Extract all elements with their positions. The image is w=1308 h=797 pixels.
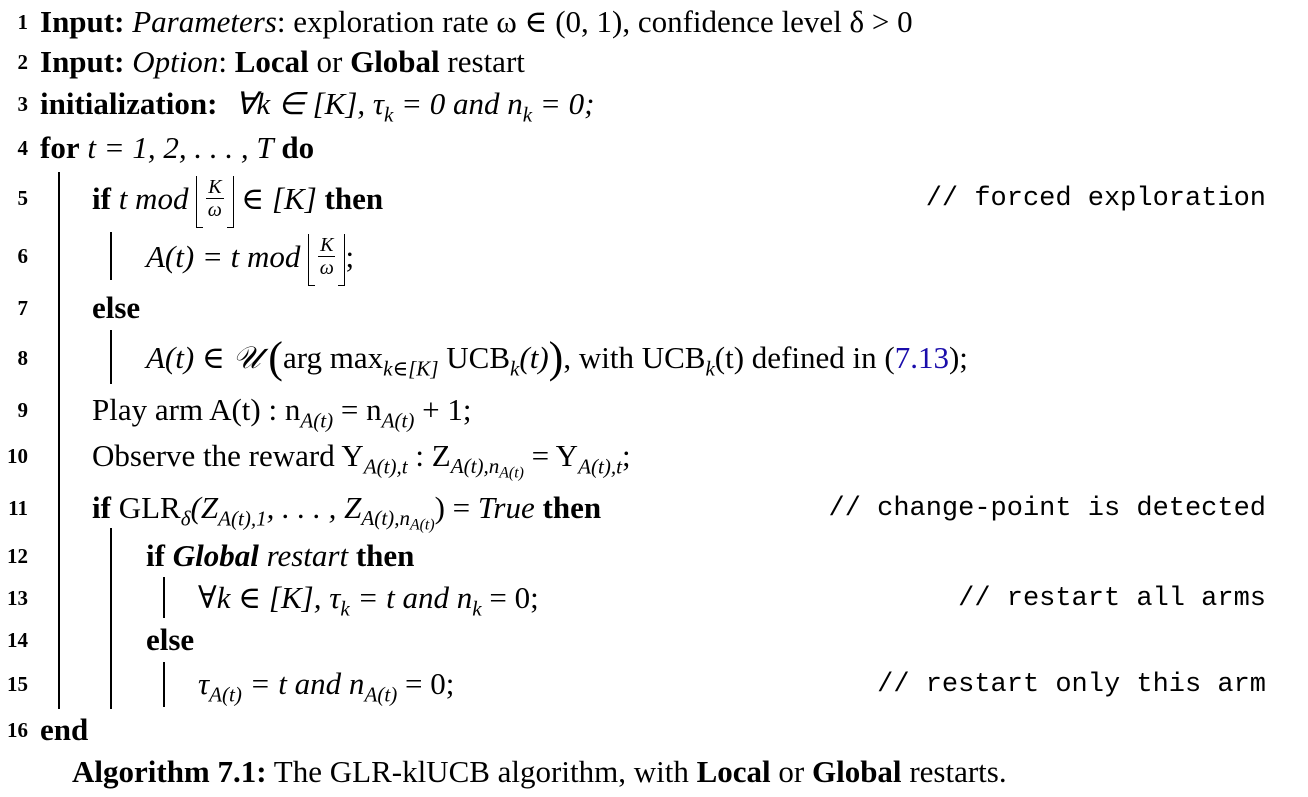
algo-line-11: 11 if GLRδ(ZA(t),1, . . . , ZA(t),nA(t))… xyxy=(0,486,1300,534)
for-loop-scope-bar xyxy=(58,172,60,709)
comment-restart-one: // restart only this arm xyxy=(877,670,1266,700)
algo-line-16: 16 end xyxy=(0,708,1300,751)
keyword-end: end xyxy=(40,712,89,747)
line-number: 9 xyxy=(17,398,29,422)
line-number: 16 xyxy=(7,718,28,742)
in-K: ∈ [K] xyxy=(241,181,317,217)
global-option: Global xyxy=(172,538,259,573)
keyword-input: Input: xyxy=(40,44,125,79)
if-forced-scope-bar xyxy=(110,232,112,280)
line-number: 15 xyxy=(7,672,28,696)
caption-text: The GLR-klUCB algorithm, with xyxy=(273,754,689,789)
algo-line-15: 15 τA(t) = t and nA(t) = 0; // restart o… xyxy=(0,662,1300,706)
glr-test: GLR xyxy=(118,490,181,525)
caption-label: Algorithm 7.1: xyxy=(72,754,267,789)
semicolon: ; xyxy=(345,239,355,275)
global-reset-math: ∀k ∈ [K], τ xyxy=(198,580,341,615)
algo-line-3: 3 initialization: ∀k ∈ [K], τk = 0 and n… xyxy=(0,82,1300,127)
true-value: True xyxy=(477,490,535,525)
else-scope-bar xyxy=(110,330,112,384)
algo-line-13: 13 ∀k ∈ [K], τk = t and nk = 0; // resta… xyxy=(0,576,1300,620)
comment-change-point: // change-point is detected xyxy=(828,494,1266,524)
line-number: 2 xyxy=(17,50,29,74)
mod-expression: t mod xyxy=(118,181,189,217)
play-arm-text: Play arm A(t) : n xyxy=(92,392,301,427)
line-number: 8 xyxy=(17,346,29,370)
comment-forced-exploration: // forced exploration xyxy=(925,184,1266,214)
keyword-then: then xyxy=(542,490,602,525)
caption-local: Local xyxy=(696,754,771,789)
algo-line-14: 14 else xyxy=(0,618,1300,661)
restart-text: restart xyxy=(447,44,525,79)
option-label: Option xyxy=(132,44,219,79)
caption-global: Global xyxy=(811,754,902,789)
equation-reference-link[interactable]: 7.13 xyxy=(894,340,949,375)
algo-line-9: 9 Play arm A(t) : nA(t) = nA(t) + 1; xyxy=(0,388,1300,432)
init-math: ∀k ∈ [K], τk = 0 and nk = 0; xyxy=(235,86,595,127)
line-number: 10 xyxy=(7,444,28,468)
argmax-text: arg max xyxy=(282,340,384,375)
else-local-scope-bar xyxy=(163,662,165,707)
algo-line-8: 8 A(t) ∈ 𝒰 (arg maxk∈[K] UCBk(t)), with … xyxy=(0,336,1300,381)
if-glr-scope-bar xyxy=(110,528,112,709)
line-number: 1 xyxy=(17,10,29,34)
keyword-for: for xyxy=(40,130,80,165)
local-reset-math: τ xyxy=(198,666,210,701)
keyword-if: if xyxy=(146,538,165,573)
line-number: 3 xyxy=(17,92,29,116)
caption-end: restarts. xyxy=(909,754,1007,789)
assign-expression: A(t) = t mod xyxy=(146,239,301,275)
line-number: 6 xyxy=(17,244,29,268)
parameters-text: : exploration rate ω ∈ (0, 1), confidenc… xyxy=(276,4,913,39)
comment-restart-all: // restart all arms xyxy=(958,584,1266,614)
line-number: 13 xyxy=(7,586,28,610)
observe-reward-text: Observe the reward Y xyxy=(92,438,364,473)
algo-line-2: 2 Input: Option: Local or Global restart xyxy=(0,40,1300,83)
parameters-label: Parameters xyxy=(132,4,277,39)
if-global-scope-bar xyxy=(163,577,165,618)
keyword-input: Input: xyxy=(40,4,125,39)
keyword-if: if xyxy=(92,181,111,217)
keyword-then: then xyxy=(355,538,415,573)
for-range: t = 1, 2, . . . , T xyxy=(87,130,274,165)
line-number: 14 xyxy=(7,628,28,652)
keyword-then: then xyxy=(324,181,384,217)
keyword-else: else xyxy=(146,622,195,657)
keyword-else: else xyxy=(92,290,141,325)
line-number: 12 xyxy=(7,544,28,568)
keyword-do: do xyxy=(281,130,315,165)
algo-line-10: 10 Observe the reward YA(t),t : ZA(t),nA… xyxy=(0,434,1300,482)
line-number: 5 xyxy=(17,186,29,210)
algo-line-1: 1 Input: Parameters: exploration rate ω … xyxy=(0,0,1300,43)
caption-or: or xyxy=(778,754,805,789)
restart-text: restart xyxy=(266,538,349,573)
global-option: Global xyxy=(350,44,440,79)
keyword-if: if xyxy=(92,490,111,525)
uniform-choice: A(t) ∈ 𝒰 xyxy=(146,340,261,375)
keyword-initialization: initialization: xyxy=(40,86,218,121)
line-number: 11 xyxy=(8,496,28,520)
or-text: or xyxy=(316,44,343,79)
local-option: Local xyxy=(234,44,309,79)
algo-line-12: 12 if Global restart then xyxy=(0,534,1300,577)
algo-line-7: 7 else xyxy=(0,286,1300,329)
colon: : xyxy=(218,44,227,79)
line-number: 7 xyxy=(17,296,29,320)
algo-line-4: 4 for t = 1, 2, . . . , T do xyxy=(0,126,1300,169)
algorithm-caption: Algorithm 7.1: The GLR-klUCB algorithm, … xyxy=(72,754,1007,790)
ucb-text: UCB xyxy=(446,340,511,375)
line-number: 4 xyxy=(17,136,29,160)
